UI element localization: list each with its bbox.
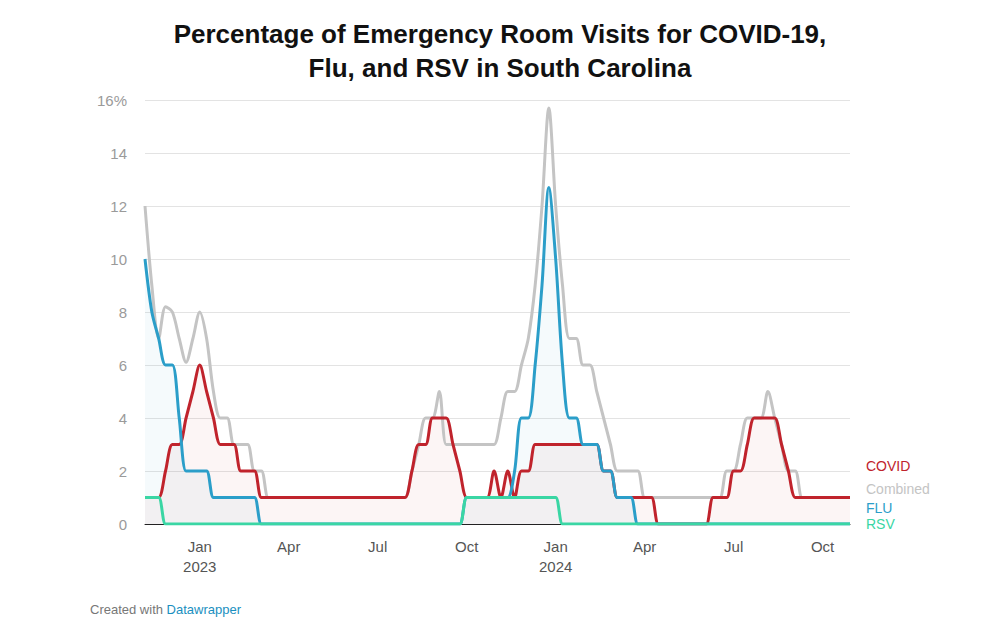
svg-text:14: 14: [110, 145, 127, 162]
svg-text:2024: 2024: [539, 558, 572, 575]
svg-text:Percentage of Emergency Room V: Percentage of Emergency Room Visits for …: [174, 19, 827, 49]
svg-text:Datawrapper: Datawrapper: [167, 602, 242, 617]
svg-text:RSV: RSV: [866, 516, 895, 532]
svg-text:Apr: Apr: [633, 538, 656, 555]
svg-text:Created with: Created with: [90, 602, 167, 617]
svg-text:6: 6: [119, 357, 127, 374]
svg-text:Flu, and RSV in South Carolina: Flu, and RSV in South Carolina: [309, 53, 692, 83]
svg-text:12: 12: [110, 198, 127, 215]
svg-text:Apr: Apr: [277, 538, 300, 555]
svg-text:8: 8: [119, 304, 127, 321]
svg-text:Jan: Jan: [188, 538, 212, 555]
svg-text:Oct: Oct: [455, 538, 479, 555]
svg-text:0: 0: [119, 516, 127, 533]
svg-text:10: 10: [110, 251, 127, 268]
svg-text:FLU: FLU: [866, 500, 892, 516]
svg-text:16%: 16%: [97, 92, 127, 109]
svg-text:COVID: COVID: [866, 458, 910, 474]
svg-text:2023: 2023: [183, 558, 216, 575]
svg-text:Jan: Jan: [544, 538, 568, 555]
svg-text:Combined: Combined: [866, 481, 930, 497]
svg-text:Jul: Jul: [368, 538, 387, 555]
svg-text:Jul: Jul: [724, 538, 743, 555]
svg-text:2: 2: [119, 463, 127, 480]
svg-text:4: 4: [119, 410, 127, 427]
svg-text:Oct: Oct: [811, 538, 835, 555]
